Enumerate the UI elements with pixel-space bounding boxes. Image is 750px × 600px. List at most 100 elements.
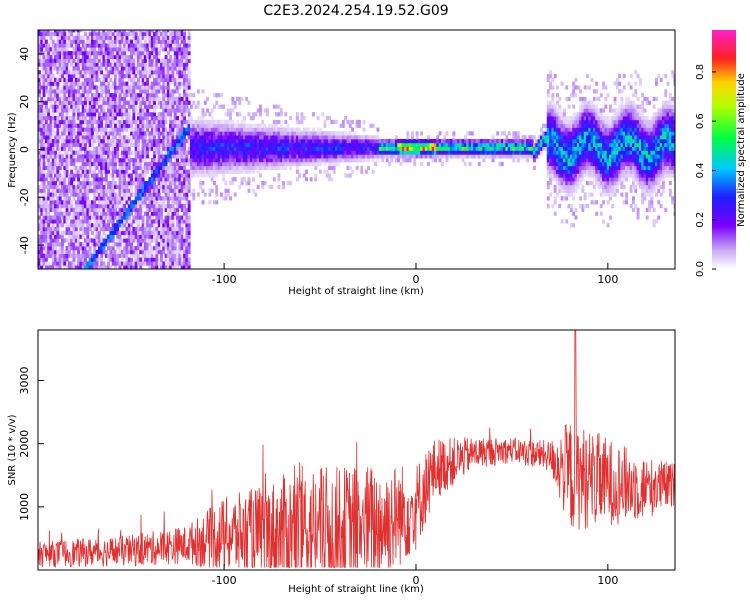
spectrogram-cell (91, 77, 94, 82)
spectrogram-cell (171, 135, 175, 140)
spectrogram-cell (40, 154, 44, 159)
spectrogram-cell (208, 173, 212, 178)
spectrogram-cell (185, 51, 189, 56)
spectrogram-cell (116, 139, 120, 144)
spectrogram-cell (72, 161, 76, 167)
spectrogram-cell (254, 127, 258, 132)
spectrogram-cell (183, 81, 186, 86)
spectrogram-cell (104, 70, 108, 75)
spectrogram-cell (84, 135, 87, 140)
spectrogram-cell (74, 253, 78, 258)
spectrogram-cell (139, 39, 143, 44)
spectrogram-cell (259, 158, 262, 163)
spectrogram-cell (65, 173, 69, 178)
spectrogram-cell (77, 200, 80, 205)
spectrogram-cell (173, 246, 177, 251)
spectrogram-cell (97, 100, 101, 105)
spectrogram-cell (275, 112, 278, 117)
spectrogram-cell (157, 261, 161, 266)
spectrogram-cell (65, 131, 69, 136)
spectrogram-cell (160, 184, 163, 190)
spectrogram-cell (107, 123, 110, 128)
spectrogram-cell (86, 66, 90, 71)
spectrogram-cell (300, 119, 304, 125)
spectrogram-cell (139, 43, 143, 48)
spectrogram-cell (206, 146, 209, 151)
spectrogram-cell (155, 230, 159, 235)
spectrogram-cell (277, 142, 281, 147)
spectrogram-cell (65, 74, 69, 79)
spectrogram-cell (160, 127, 163, 132)
spectrogram-cell (84, 96, 87, 102)
spectrogram-cell (104, 35, 108, 40)
spectrogram-cell (125, 181, 129, 186)
spectrogram-cell (160, 131, 163, 136)
spectrogram-cell (107, 93, 110, 98)
spectrogram-cell (376, 142, 380, 147)
spectrogram-cell (413, 150, 417, 155)
spectrogram-cell (104, 47, 108, 52)
spectrogram-cell (109, 127, 113, 132)
spectrogram-cell (155, 54, 159, 60)
spectrogram-cell (351, 135, 354, 140)
spectrogram-cell (40, 47, 44, 52)
spectrogram-cell (210, 123, 214, 128)
spectrogram-cell (171, 261, 175, 266)
spectrogram-cell (134, 100, 138, 105)
spectrogram-cell (291, 139, 295, 144)
spectrogram-cell (169, 173, 173, 178)
spectrogram-cell (252, 188, 255, 193)
spectrogram-cell (252, 177, 255, 182)
spectrogram-cell (150, 104, 154, 109)
spectrogram-cell (362, 154, 366, 159)
spectrogram-cell (97, 219, 101, 224)
spectrogram-cell (291, 161, 295, 167)
spectrogram-cell (240, 181, 244, 186)
spectrogram-cell (38, 89, 41, 94)
spectrogram-cell (222, 139, 226, 144)
spectrogram-cell (139, 135, 143, 140)
spectrogram-cell (256, 142, 260, 147)
spectrogram-cell (153, 173, 156, 178)
spectrogram-cell (316, 158, 320, 163)
spectrogram-cell (132, 112, 136, 117)
spectrogram-cell (452, 142, 456, 147)
spectrogram-cell (97, 188, 101, 193)
spectrogram-cell (143, 58, 147, 63)
spectrogram-cell (164, 66, 168, 71)
spectrogram-cell (130, 211, 133, 216)
spectrogram-cell (141, 77, 145, 82)
spectrogram-cell (222, 173, 226, 178)
spectrogram-cell (100, 184, 104, 190)
spectrogram-cell (493, 154, 497, 159)
spectrogram-cell (217, 165, 221, 170)
spectrogram-cell (183, 54, 186, 60)
spectrogram-cell (164, 165, 168, 170)
spectrogram-cell (185, 177, 189, 182)
spectrogram-cell (91, 139, 94, 144)
spectrogram-cell (95, 77, 99, 82)
spectrogram-cell (295, 146, 299, 151)
spectrogram-cell (160, 173, 163, 178)
spectrogram-cell (420, 150, 424, 155)
spectrogram-cell (58, 39, 62, 44)
spectrogram-cell (164, 207, 168, 212)
spectrogram-cell (134, 230, 138, 235)
spectrogram-cell (203, 119, 207, 125)
spectrogram-cell (137, 242, 140, 247)
spectrogram-cell (160, 112, 163, 117)
spectrogram-cell (178, 223, 182, 228)
spectrogram-cell (72, 234, 76, 239)
spectrogram-cell (44, 177, 48, 182)
spectrogram-cell (104, 54, 108, 60)
spectrogram-cell (282, 154, 285, 159)
spectrogram-cell (114, 96, 117, 102)
spectrogram-cell (187, 77, 191, 82)
spectrogram-cell (203, 165, 207, 170)
spectrogram-cell (107, 89, 110, 94)
spectrogram-cell (40, 100, 44, 105)
spectrogram-cell (95, 89, 99, 94)
spectrogram-cell (226, 131, 230, 136)
spectrogram-cell (272, 177, 276, 182)
spectrogram-cell (176, 169, 179, 174)
